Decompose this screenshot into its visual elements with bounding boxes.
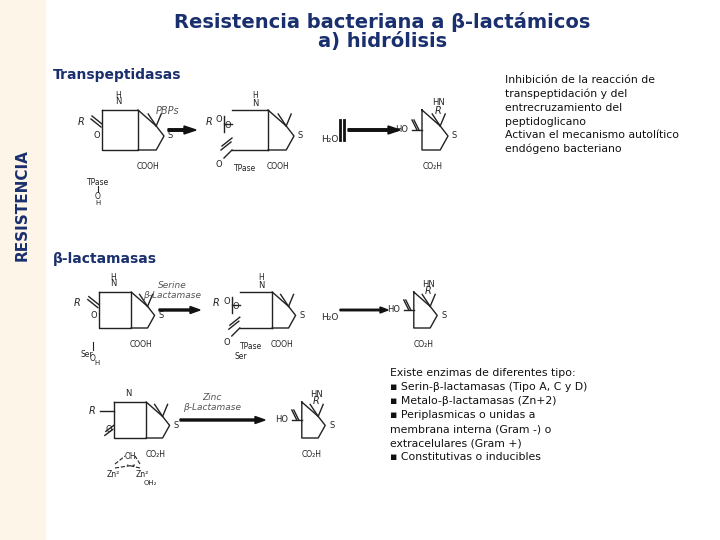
Text: CO₂H: CO₂H xyxy=(423,162,442,171)
Text: TPase: TPase xyxy=(233,164,256,173)
Text: O: O xyxy=(215,160,222,169)
Text: R: R xyxy=(77,117,84,127)
Text: N: N xyxy=(125,389,132,398)
Text: COOH: COOH xyxy=(270,340,293,349)
Text: OH₂: OH₂ xyxy=(143,480,157,486)
Text: Zn²: Zn² xyxy=(135,470,148,479)
Text: H₂O: H₂O xyxy=(321,314,338,322)
Text: Inhibición de la reacción de
transpeptidación y del
entrecruzamiento del
peptido: Inhibición de la reacción de transpeptid… xyxy=(505,75,679,154)
Text: Ȯ: Ȯ xyxy=(95,192,101,201)
Text: S: S xyxy=(441,311,446,320)
FancyArrow shape xyxy=(340,307,388,313)
Text: S: S xyxy=(300,311,305,320)
FancyArrow shape xyxy=(180,416,265,423)
Text: CO₂H: CO₂H xyxy=(301,450,321,459)
FancyArrow shape xyxy=(348,126,400,134)
Text: O: O xyxy=(225,122,231,131)
Text: S: S xyxy=(168,132,174,140)
Text: COOH: COOH xyxy=(137,162,160,171)
Text: R: R xyxy=(312,396,320,407)
Text: RESISTENCIA: RESISTENCIA xyxy=(15,149,30,261)
Text: O: O xyxy=(216,116,222,125)
Text: H: H xyxy=(95,200,101,206)
Text: CO₂H: CO₂H xyxy=(413,340,433,349)
Text: H: H xyxy=(110,273,116,282)
Text: N: N xyxy=(252,99,258,108)
Text: O: O xyxy=(232,302,239,311)
Text: N: N xyxy=(258,281,264,290)
Text: Resistencia bacteriana a β-lactámicos: Resistencia bacteriana a β-lactámicos xyxy=(174,12,590,32)
Text: S: S xyxy=(158,311,164,320)
Text: CO₂H: CO₂H xyxy=(145,450,166,459)
Text: Transpeptidasas: Transpeptidasas xyxy=(53,68,181,82)
Text: β-Lactamase: β-Lactamase xyxy=(143,291,201,300)
Text: R: R xyxy=(205,117,212,127)
Text: Serine: Serine xyxy=(158,281,186,290)
Text: R: R xyxy=(435,106,441,116)
Text: S: S xyxy=(452,132,457,140)
Text: HO: HO xyxy=(275,415,288,424)
Text: O: O xyxy=(90,354,96,363)
Text: Ser: Ser xyxy=(235,352,247,361)
Text: R: R xyxy=(213,298,220,308)
Text: N: N xyxy=(115,97,122,106)
Text: Existe enzimas de diferentes tipo:
▪ Serin-β-lactamasas (Tipo A, C y D)
▪ Metalo: Existe enzimas de diferentes tipo: ▪ Ser… xyxy=(390,368,588,462)
Text: HO: HO xyxy=(387,306,400,314)
Text: COOH: COOH xyxy=(129,340,152,349)
Text: β-Lactamase: β-Lactamase xyxy=(183,403,241,412)
Text: O: O xyxy=(223,338,230,347)
Text: PBPs: PBPs xyxy=(156,106,180,116)
Text: Zn²: Zn² xyxy=(107,470,120,479)
Bar xyxy=(0,0,45,540)
Text: R: R xyxy=(89,406,96,416)
Text: R: R xyxy=(425,286,431,296)
Text: TPase: TPase xyxy=(87,178,109,187)
Text: O: O xyxy=(94,132,100,140)
Text: β-lactamasas: β-lactamasas xyxy=(53,252,157,266)
Text: Zinc: Zinc xyxy=(202,393,222,402)
Text: HN: HN xyxy=(310,390,323,399)
Text: TPase: TPase xyxy=(240,342,262,351)
Text: HN: HN xyxy=(422,280,435,289)
Text: S: S xyxy=(329,421,335,430)
FancyArrow shape xyxy=(159,307,200,314)
Text: H: H xyxy=(115,91,121,100)
Text: a) hidrólisis: a) hidrólisis xyxy=(318,32,447,51)
Text: S: S xyxy=(298,132,303,140)
Text: H: H xyxy=(253,91,258,100)
Text: Ser: Ser xyxy=(81,350,94,359)
Text: HN: HN xyxy=(432,98,444,107)
Text: H: H xyxy=(94,360,99,366)
Text: N: N xyxy=(110,279,117,288)
Text: R: R xyxy=(74,298,81,308)
Text: O: O xyxy=(90,311,96,320)
Text: H: H xyxy=(258,273,264,282)
Text: COOH: COOH xyxy=(267,162,289,171)
Text: O: O xyxy=(223,296,230,306)
Text: OH: OH xyxy=(124,452,136,461)
Text: H₂O: H₂O xyxy=(321,136,338,145)
Text: O: O xyxy=(105,424,112,434)
Text: HO: HO xyxy=(395,125,408,134)
FancyArrow shape xyxy=(168,126,196,134)
Text: S: S xyxy=(174,421,179,430)
